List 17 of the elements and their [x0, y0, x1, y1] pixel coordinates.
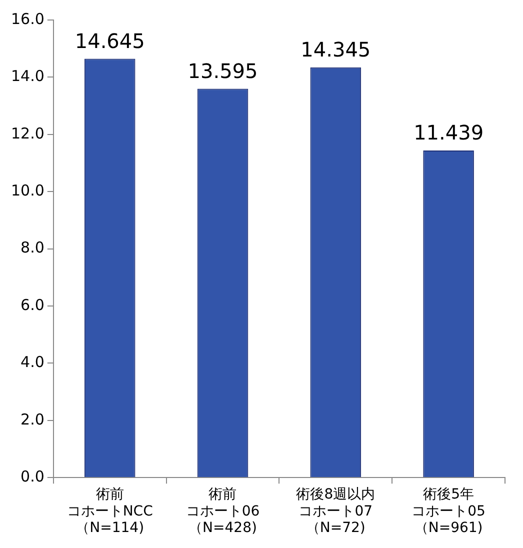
data-label: 11.439	[414, 120, 484, 145]
y-tick-label: 0.0	[20, 467, 44, 486]
data-label: 13.595	[188, 58, 258, 83]
x-tick-label: 術後5年コホート05（N=961)	[412, 486, 486, 536]
x-tick-label: 術前コホートNCC（N=114)	[66, 486, 154, 536]
y-tick-label: 10.0	[10, 181, 44, 200]
y-tick-label: 2.0	[20, 410, 44, 428]
y-tick-label: 4.0	[20, 353, 44, 372]
x-tick-label: 術後8週以内コホート07（N=72)	[296, 486, 376, 536]
y-tick-label: 14.0	[10, 67, 44, 86]
y-tick-label: 16.0	[10, 10, 44, 28]
y-tick-label: 6.0	[20, 296, 44, 314]
y-tick-label: 8.0	[20, 238, 44, 257]
y-tick-label: 12.0	[10, 124, 44, 142]
x-tick-label: 術前コホート06（N=428)	[186, 486, 260, 536]
data-label: 14.645	[74, 28, 145, 53]
data-label: 14.345	[300, 38, 371, 62]
